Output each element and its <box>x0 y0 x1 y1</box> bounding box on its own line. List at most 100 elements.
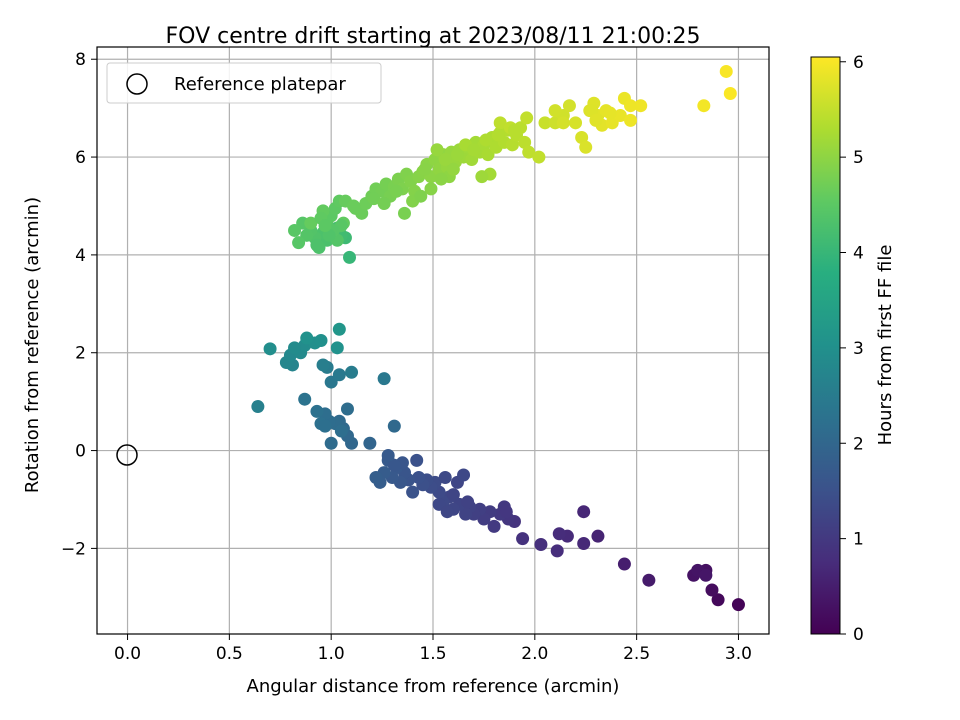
data-point-160 <box>493 116 507 130</box>
data-point-27 <box>459 507 473 521</box>
data-point-212 <box>589 113 603 127</box>
y-tick-label-3: 4 <box>75 246 86 266</box>
data-point-82 <box>251 400 265 414</box>
y-axis-ticks: −2 0 2 4 6 8 <box>61 50 97 559</box>
data-point-188 <box>467 143 481 157</box>
colorbar-tick-label-1: 1 <box>853 530 864 550</box>
x-tick-label-1: 0.5 <box>216 644 243 664</box>
data-point-181 <box>318 219 332 233</box>
data-point-178 <box>322 228 336 242</box>
data-point-162 <box>520 111 534 125</box>
data-point-170 <box>414 189 428 203</box>
chart-title: FOV centre drift starting at 2023/08/11 … <box>166 24 701 49</box>
data-point-55 <box>381 448 395 462</box>
data-point-81 <box>377 372 391 386</box>
data-point-158 <box>522 145 536 159</box>
colorbar-tick-label-2: 2 <box>853 434 864 454</box>
data-point-217 <box>723 86 737 100</box>
data-point-88 <box>288 341 302 355</box>
data-point-185 <box>389 184 403 198</box>
data-point-48 <box>446 488 460 502</box>
x-tick-label-4: 2.0 <box>521 644 548 664</box>
data-point-1 <box>711 593 725 607</box>
colorbar-tick-label-3: 3 <box>853 339 864 359</box>
data-point-207 <box>624 113 638 127</box>
data-point-157 <box>518 135 532 149</box>
data-point-21 <box>487 519 501 533</box>
legend-marker-icon <box>126 73 148 95</box>
data-point-52 <box>410 453 424 467</box>
data-point-59 <box>461 495 475 509</box>
x-axis-ticks: 0.0 0.5 1.0 1.5 2.0 2.5 3.0 <box>114 634 752 664</box>
y-tick-label-2: 2 <box>75 344 86 364</box>
data-point-179 <box>310 238 324 252</box>
data-point-169 <box>397 206 411 220</box>
colorbar-tick-label-5: 5 <box>853 148 864 168</box>
data-point-159 <box>532 150 546 164</box>
data-point-197 <box>575 130 589 144</box>
data-point-60 <box>363 436 377 450</box>
x-tick-label-0: 0.0 <box>114 644 141 664</box>
data-point-173 <box>450 148 464 162</box>
data-point-13 <box>552 527 566 541</box>
data-point-10 <box>577 505 591 519</box>
x-tick-label-3: 1.5 <box>419 644 446 664</box>
colorbar-tick-label-0: 0 <box>853 625 864 645</box>
data-point-190 <box>491 128 505 142</box>
data-point-115 <box>304 216 318 230</box>
data-point-38 <box>406 485 420 499</box>
data-point-189 <box>479 133 493 147</box>
data-point-216 <box>719 64 733 78</box>
data-point-8 <box>617 557 631 571</box>
y-tick-label-0: −2 <box>61 539 86 559</box>
colorbar-label: Hours from first FF file <box>875 245 896 446</box>
data-point-72 <box>334 424 348 438</box>
data-point-214 <box>624 99 638 113</box>
data-point-108 <box>288 223 302 237</box>
data-point-75 <box>298 392 312 406</box>
data-point-95 <box>343 250 357 264</box>
colorbar-gradient <box>810 56 841 635</box>
y-axis-label: Rotation from reference (arcmin) <box>22 197 43 493</box>
data-point-70 <box>324 436 338 450</box>
data-point-166 <box>434 172 448 186</box>
data-point-7 <box>642 573 656 587</box>
data-point-79 <box>345 365 359 379</box>
data-point-74 <box>387 419 401 433</box>
data-point-167 <box>424 182 438 196</box>
colorbar-tick-label-6: 6 <box>853 53 864 73</box>
data-point-211 <box>585 104 599 118</box>
scatter-points <box>251 64 745 612</box>
data-point-23 <box>477 512 491 526</box>
data-point-198 <box>579 140 593 154</box>
x-axis-label: Angular distance from reference (arcmin) <box>247 676 620 697</box>
y-tick-label-5: 8 <box>75 50 86 70</box>
reference-point-marker <box>116 444 138 466</box>
data-point-14 <box>550 544 564 558</box>
data-point-183 <box>367 192 381 206</box>
data-point-51 <box>438 470 452 484</box>
data-point-2 <box>705 583 719 597</box>
y-tick-label-4: 6 <box>75 148 86 168</box>
data-point-210 <box>556 116 570 130</box>
data-point-89 <box>263 342 277 356</box>
colorbar-ticks: 0 1 2 3 4 5 6 <box>840 53 864 645</box>
data-point-186 <box>418 162 432 176</box>
data-point-58 <box>499 505 513 519</box>
data-point-154 <box>505 138 519 152</box>
data-point-184 <box>377 197 391 211</box>
data-point-37 <box>412 470 426 484</box>
data-point-71 <box>340 402 354 416</box>
data-point-192 <box>538 116 552 130</box>
data-point-57 <box>440 505 454 519</box>
data-point-174 <box>430 143 444 157</box>
legend-frame <box>106 62 382 104</box>
data-point-172 <box>438 153 452 167</box>
data-point-182 <box>347 199 361 213</box>
x-tick-label-6: 3.0 <box>725 644 752 664</box>
legend: Reference platepar <box>106 62 382 104</box>
y-tick-label-1: 0 <box>75 442 86 462</box>
x-tick-label-2: 1.0 <box>318 644 345 664</box>
data-point-6 <box>699 568 713 582</box>
data-point-77 <box>332 368 346 382</box>
